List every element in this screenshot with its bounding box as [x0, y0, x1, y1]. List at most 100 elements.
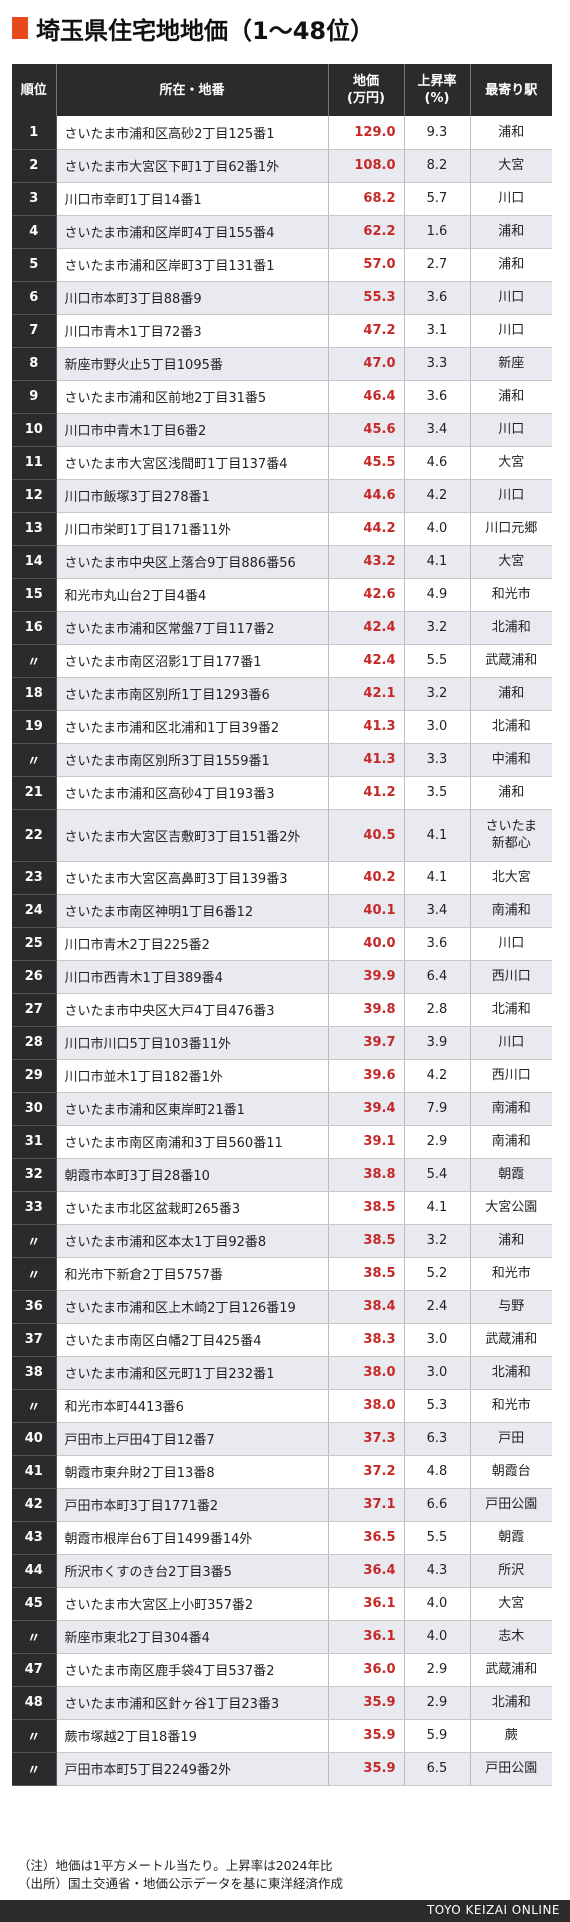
location-cell: さいたま市大宮区上小町357番2: [56, 1587, 329, 1621]
station-cell: 南浦和: [470, 1125, 552, 1159]
price-cell: 39.9: [328, 960, 405, 994]
rate-cell: 3.4: [404, 894, 471, 928]
location-cell: 川口市中青木1丁目6番2: [56, 413, 329, 447]
price-cell: 37.3: [328, 1422, 405, 1456]
table-row: 36 さいたま市浦和区上木崎2丁目126番19 38.4 2.4 与野: [12, 1290, 552, 1324]
location-cell: さいたま市中央区上落合9丁目886番56: [56, 545, 329, 579]
station-cell: 和光市: [470, 1257, 552, 1291]
station-cell: 大宮公園: [470, 1191, 552, 1225]
rank-cell: 3: [12, 182, 57, 216]
table-row: 〃戸田市本町5丁目2249番2外 35.9 6.5 戸田公園: [12, 1752, 552, 1786]
rate-cell: 4.6: [404, 446, 471, 480]
station-cell: 与野: [470, 1290, 552, 1324]
rate-cell: 2.7: [404, 248, 471, 282]
table-row: 9 さいたま市浦和区前地2丁目31番5 46.4 3.6 浦和: [12, 380, 552, 414]
price-cell: 39.7: [328, 1026, 405, 1060]
table-row: 37 さいたま市南区白幡2丁目425番4 38.3 3.0 武蔵浦和: [12, 1323, 552, 1357]
price-cell: 43.2: [328, 545, 405, 579]
table-row: 38 さいたま市浦和区元町1丁目232番1 38.0 3.0 北浦和: [12, 1356, 552, 1390]
location-cell: 和光市丸山台2丁目4番4: [56, 578, 329, 612]
rank-cell: 45: [12, 1587, 57, 1621]
title-accent-mark: [12, 17, 28, 39]
rank-cell: 30: [12, 1092, 57, 1126]
table-row: 44 所沢市くすのき台2丁目3番5 36.4 4.3 所沢: [12, 1554, 552, 1588]
rate-cell: 2.9: [404, 1125, 471, 1159]
station-cell: 武蔵浦和: [470, 1323, 552, 1357]
price-cell: 38.0: [328, 1356, 405, 1390]
rank-cell: 44: [12, 1554, 57, 1588]
price-cell: 41.3: [328, 710, 405, 744]
station-cell: 浦和: [470, 677, 552, 711]
station-cell: 北大宮: [470, 861, 552, 895]
price-cell: 40.0: [328, 927, 405, 961]
rate-cell: 3.5: [404, 776, 471, 810]
table-row: 33 さいたま市北区盆栽町265番3 38.5 4.1 大宮公園: [12, 1191, 552, 1225]
station-cell: 志木: [470, 1620, 552, 1654]
rank-cell: 〃: [12, 1257, 57, 1291]
rate-cell: 3.4: [404, 413, 471, 447]
station-cell: 北浦和: [470, 611, 552, 645]
rate-cell: 5.2: [404, 1257, 471, 1291]
table-row: 21 さいたま市浦和区高砂4丁目193番3 41.2 3.5 浦和: [12, 776, 552, 810]
land-price-table: 順位 所在・地番 地価 (万円) 上昇率 (%) 最寄り駅 1 さいたま市浦和区高…: [12, 64, 552, 1786]
station-cell: 朝霞台: [470, 1455, 552, 1489]
table-body: 1 さいたま市浦和区高砂2丁目125番1 129.0 9.3 浦和 2 さいたま市大宮区下町…: [12, 116, 552, 1786]
location-cell: さいたま市浦和区本太1丁目92番8: [56, 1224, 329, 1258]
rate-cell: 5.3: [404, 1389, 471, 1423]
price-cell: 42.6: [328, 578, 405, 612]
table-row: 12 川口市飯塚3丁目278番1 44.6 4.2 川口: [12, 479, 552, 513]
rank-cell: 12: [12, 479, 57, 513]
price-cell: 38.5: [328, 1257, 405, 1291]
footer-bar: TOYO KEIZAI ONLINE: [0, 1900, 570, 1922]
table-row: 27 さいたま市中央区大戸4丁目476番3 39.8 2.8 北浦和: [12, 993, 552, 1027]
rate-cell: 3.2: [404, 677, 471, 711]
location-cell: さいたま市南区鹿手袋4丁目537番2: [56, 1653, 329, 1687]
page-title: 埼玉県住宅地地価（1〜48位）: [12, 10, 374, 46]
price-cell: 36.1: [328, 1587, 405, 1621]
price-cell: 37.2: [328, 1455, 405, 1489]
price-cell: 47.2: [328, 314, 405, 348]
location-cell: さいたま市大宮区高鼻町3丁目139番3: [56, 861, 329, 895]
notes: （注）地価は1平方メートル当たり。上昇率は2024年比 （出所）国土交通省・地価…: [18, 1857, 343, 1893]
rank-cell: 29: [12, 1059, 57, 1093]
table-row: 23 さいたま市大宮区高鼻町3丁目139番3 40.2 4.1 北大宮: [12, 861, 552, 895]
rank-cell: 41: [12, 1455, 57, 1489]
rate-cell: 4.9: [404, 578, 471, 612]
price-cell: 39.1: [328, 1125, 405, 1159]
rank-cell: 32: [12, 1158, 57, 1192]
location-cell: 川口市幸町1丁目14番1: [56, 182, 329, 216]
price-cell: 44.6: [328, 479, 405, 513]
rank-cell: 42: [12, 1488, 57, 1522]
table-row: 8 新座市野火止5丁目1095番 47.0 3.3 新座: [12, 347, 552, 381]
table-row: 31 さいたま市南区南浦和3丁目560番11 39.1 2.9 南浦和: [12, 1125, 552, 1159]
table-row: 47 さいたま市南区鹿手袋4丁目537番2 36.0 2.9 武蔵浦和: [12, 1653, 552, 1687]
table-row: 15 和光市丸山台2丁目4番4 42.6 4.9 和光市: [12, 578, 552, 612]
price-cell: 45.6: [328, 413, 405, 447]
rate-cell: 8.2: [404, 149, 471, 183]
rank-cell: 6: [12, 281, 57, 315]
location-cell: さいたま市南区別所1丁目1293番6: [56, 677, 329, 711]
price-cell: 39.6: [328, 1059, 405, 1093]
rank-cell: 23: [12, 861, 57, 895]
rate-cell: 3.0: [404, 1356, 471, 1390]
table-header-row: 順位 所在・地番 地価 (万円) 上昇率 (%) 最寄り駅: [12, 64, 552, 116]
rate-cell: 3.3: [404, 347, 471, 381]
rank-cell: 5: [12, 248, 57, 282]
table-row: 48 さいたま市浦和区針ヶ谷1丁目23番3 35.9 2.9 北浦和: [12, 1686, 552, 1720]
station-cell: 川口: [470, 927, 552, 961]
price-cell: 39.8: [328, 993, 405, 1027]
station-cell: 浦和: [470, 116, 552, 150]
rank-cell: 13: [12, 512, 57, 546]
table-row: 24 さいたま市南区神明1丁目6番12 40.1 3.4 南浦和: [12, 894, 552, 928]
price-cell: 36.5: [328, 1521, 405, 1555]
table-row: 29 川口市並木1丁目182番1外 39.6 4.2 西川口: [12, 1059, 552, 1093]
location-cell: 朝霞市根岸台6丁目1499番14外: [56, 1521, 329, 1555]
rate-cell: 3.9: [404, 1026, 471, 1060]
rate-cell: 4.1: [404, 545, 471, 579]
location-cell: さいたま市大宮区浅間町1丁目137番4: [56, 446, 329, 480]
table-row: 2 さいたま市大宮区下町1丁目62番1外 108.0 8.2 大宮: [12, 149, 552, 183]
station-cell: 大宮: [470, 446, 552, 480]
price-cell: 36.1: [328, 1620, 405, 1654]
price-cell: 57.0: [328, 248, 405, 282]
location-cell: 戸田市本町3丁目1771番2: [56, 1488, 329, 1522]
